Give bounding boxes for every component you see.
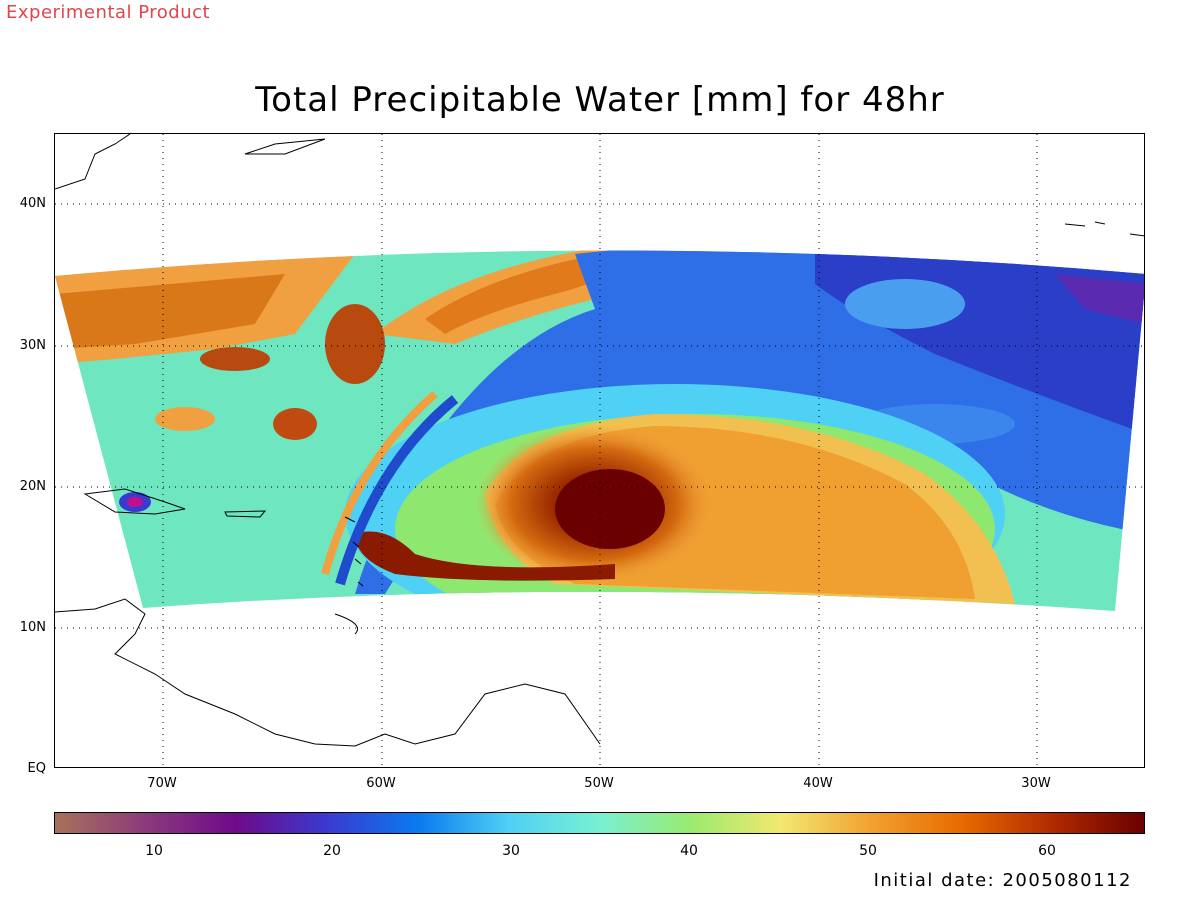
lon-label-40w: 40W [803,776,833,791]
lon-label-50w: 50W [584,776,614,791]
colorbar-label-20: 20 [323,843,341,859]
experimental-product-label: Experimental Product [6,2,211,23]
map-canvas [55,134,1144,767]
lat-label-20n: 20N [19,479,46,494]
colorbar-label-40: 40 [680,843,698,859]
lat-label-eq: EQ [27,761,46,776]
lat-label-10n: 10N [19,620,46,635]
map-title: Total Precipitable Water [mm] for 48hr [255,80,945,120]
map-frame [54,133,1145,768]
coastlines [55,134,1144,747]
colorbar-label-60: 60 [1038,843,1056,859]
colorbar [54,812,1145,834]
colorbar-label-30: 30 [502,843,520,859]
colorbar-label-50: 50 [859,843,877,859]
lon-label-60w: 60W [366,776,396,791]
lon-label-70w: 70W [147,776,177,791]
tpw-field [55,250,1144,611]
initial-date: Initial date: 2005080112 [873,870,1132,891]
colorbar-label-10: 10 [145,843,163,859]
lon-label-30w: 30W [1021,776,1051,791]
lat-label-30n: 30N [19,338,46,353]
lat-label-40n: 40N [19,196,46,211]
